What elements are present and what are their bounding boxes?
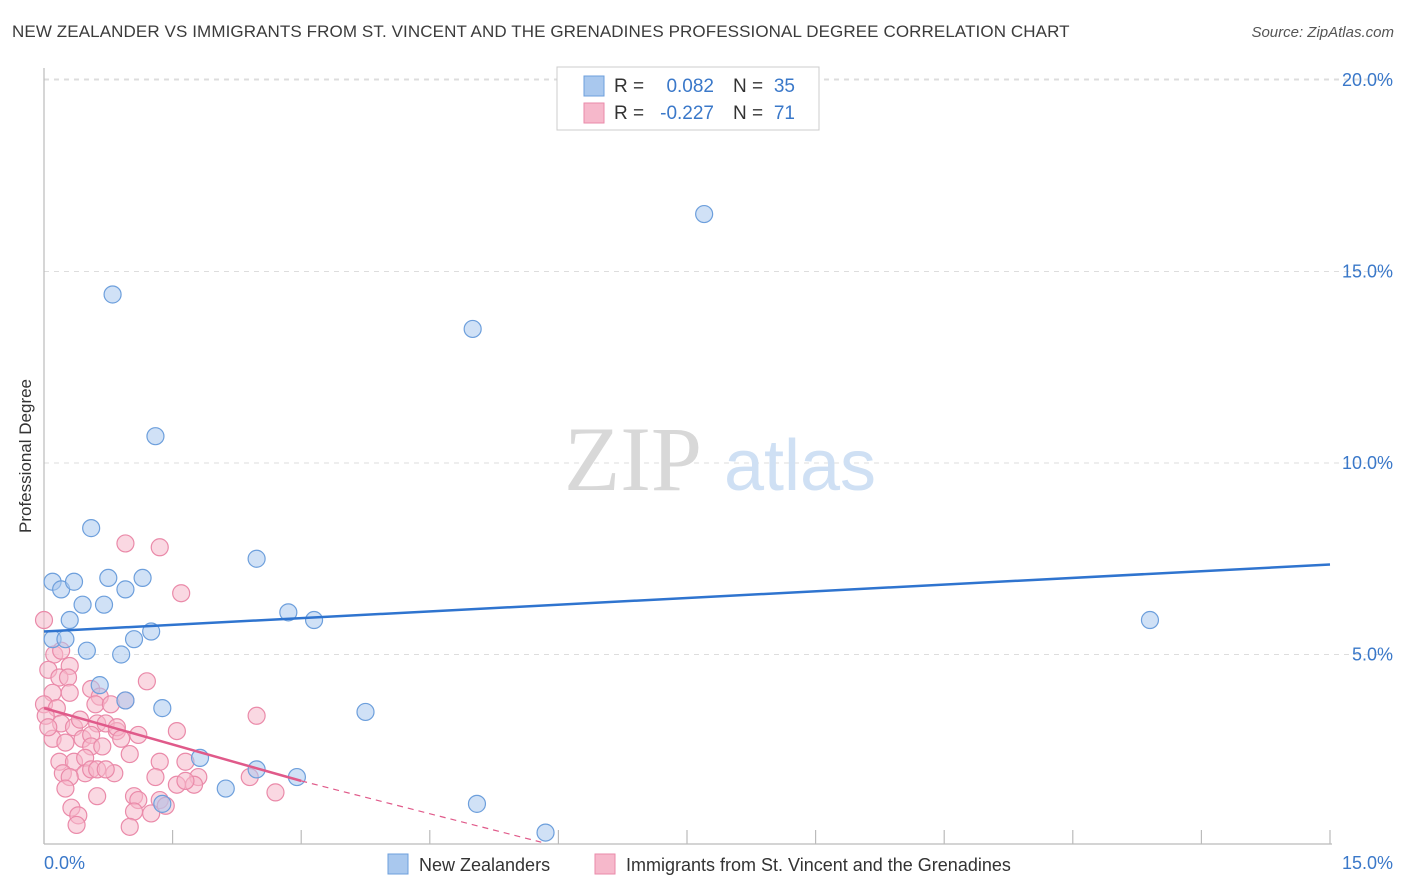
legend-bottom: New Zealanders Immigrants from St. Vince… (387, 853, 1011, 875)
pink-point (167, 721, 186, 741)
y-tick-label: 10.0% (1342, 453, 1393, 473)
pink-point (124, 802, 144, 821)
pink-point (60, 683, 79, 702)
blue-point (90, 676, 109, 695)
legend-blue-swatch (583, 75, 605, 97)
pink-point (96, 760, 115, 779)
pink-point (120, 744, 139, 764)
chart-title: NEW ZEALANDER VS IMMIGRANTS FROM ST. VIN… (12, 22, 1070, 41)
legend-bottom-pink-label: Immigrants from St. Vincent and the Gren… (626, 855, 1011, 875)
watermark-atlas: atlas (724, 426, 876, 506)
blue-trend-line (43, 563, 1331, 633)
blue-point (116, 691, 135, 710)
legend-pink-swatch (583, 102, 605, 124)
trend-lines (43, 563, 1331, 843)
blue-point (356, 702, 375, 722)
blue-point (82, 519, 101, 538)
pink-point (116, 534, 135, 553)
pink-point (150, 752, 169, 771)
pink-point (93, 737, 112, 756)
blue-point (73, 595, 92, 614)
blue-point (216, 779, 235, 798)
blue-point (133, 568, 152, 588)
legend-bottom-blue-label: New Zealanders (419, 855, 550, 875)
blue-point (112, 645, 131, 664)
legend-pink-n-label: N = (733, 103, 763, 124)
legend-blue-n-label: N = (733, 76, 763, 97)
blue-point (103, 285, 122, 304)
blue-point (99, 568, 118, 588)
blue-point (467, 794, 487, 813)
legend-blue-n-value: 35 (774, 76, 795, 97)
blue-point (146, 427, 165, 446)
pink-point (120, 817, 139, 836)
pink-point (86, 695, 105, 714)
pink-point (172, 584, 191, 603)
pink-point (88, 787, 107, 806)
watermark: ZIP atlas (564, 408, 876, 510)
tick-labels: 5.0% 10.0% 15.0% 20.0% 0.0% 15.0% (44, 70, 1393, 873)
legend-blue-r-value: 0.082 (666, 76, 714, 97)
blue-point (153, 699, 172, 718)
pink-point (58, 668, 78, 687)
x-tick-label-max: 15.0% (1342, 853, 1393, 873)
blue-point (77, 641, 96, 660)
blue-point (56, 630, 75, 649)
blue-point (60, 610, 79, 630)
gridlines (44, 78, 1393, 655)
blue-point (304, 610, 324, 630)
blue-point (64, 572, 84, 591)
pink-point (39, 718, 58, 737)
pink-point (56, 779, 75, 798)
pink-series-points (34, 534, 285, 836)
legend-blue-r-label: R = (614, 76, 644, 97)
blue-point (247, 549, 266, 568)
blue-point (94, 595, 114, 614)
pink-point (266, 783, 285, 802)
blue-point (536, 823, 555, 842)
blue-point (124, 630, 144, 649)
blue-point (279, 603, 298, 622)
x-tick-label-min: 0.0% (44, 853, 85, 873)
blue-point (1140, 610, 1160, 630)
pink-point (146, 767, 165, 787)
legend-pink-r-label: R = (614, 103, 644, 124)
watermark-zip: ZIP (564, 408, 702, 510)
y-tick-label: 15.0% (1342, 262, 1393, 282)
blue-point (153, 794, 172, 813)
pink-point (247, 706, 266, 725)
blue-point (463, 319, 482, 339)
blue-point (695, 204, 714, 224)
y-tick-label: 5.0% (1352, 645, 1393, 665)
legend-top: R = 0.082 N = 35 R = -0.227 N = 71 (556, 66, 820, 131)
pink-point (150, 538, 169, 557)
y-tick-label: 20.0% (1342, 70, 1393, 90)
blue-series-points (43, 204, 1160, 842)
pink-point (34, 610, 54, 630)
pink-point (137, 672, 156, 691)
source-credit: Source: ZipAtlas.com (1251, 24, 1394, 41)
pink-point (176, 771, 195, 790)
pink-point (67, 815, 86, 835)
pink-point (56, 733, 75, 752)
legend-pink-r-value: -0.227 (660, 103, 714, 124)
blue-point (116, 580, 135, 599)
pink-trend-extension (301, 780, 542, 843)
pink-trend-line (43, 706, 302, 783)
legend-pink-n-value: 71 (774, 103, 795, 124)
legend-bottom-pink-swatch (594, 853, 616, 875)
legend-bottom-blue-swatch (387, 853, 409, 875)
